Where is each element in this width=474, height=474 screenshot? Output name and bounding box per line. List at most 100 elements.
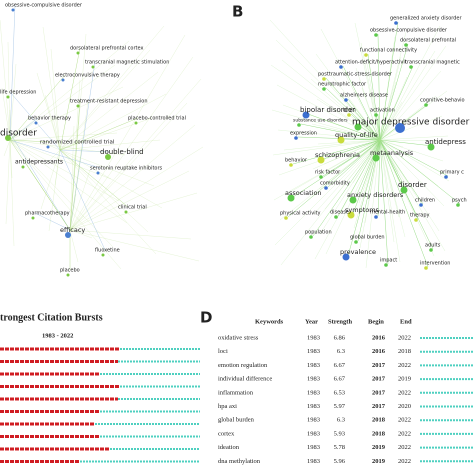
node <box>384 263 388 267</box>
edge <box>69 34 186 231</box>
node-label: life depression <box>0 90 36 96</box>
edge <box>320 28 381 141</box>
edge <box>9 139 120 202</box>
table-cell: 2017 <box>372 376 386 383</box>
edge <box>54 149 61 186</box>
edge <box>379 115 443 141</box>
node-label: dorsolateral prefrontal cortex <box>70 46 143 52</box>
table-cell: 5.78 <box>334 444 345 451</box>
node <box>347 211 355 219</box>
node <box>409 65 413 69</box>
edge <box>347 98 381 141</box>
node-label: global burden <box>350 235 385 241</box>
edge <box>69 229 192 240</box>
edge <box>379 76 408 141</box>
node <box>96 171 100 175</box>
edge <box>69 124 196 231</box>
node-label: behavior therapy <box>28 116 71 122</box>
edge <box>9 139 15 247</box>
node <box>354 240 358 244</box>
edge <box>379 139 446 252</box>
edge <box>379 139 439 187</box>
node-label: risk factor <box>315 170 341 176</box>
edge <box>360 42 381 141</box>
panel-letter: B <box>232 3 243 21</box>
edge <box>367 53 381 141</box>
edge <box>59 149 106 251</box>
edge <box>354 22 381 141</box>
edge <box>366 62 381 141</box>
table-cell: global burden <box>218 417 255 424</box>
node <box>134 121 138 125</box>
table-header: End <box>400 318 412 325</box>
edge <box>9 74 66 141</box>
edge <box>69 229 93 239</box>
edge <box>270 64 381 141</box>
node-label: prevalence <box>340 248 376 256</box>
table-cell: 5.97 <box>334 403 346 410</box>
edge <box>321 73 381 141</box>
edge <box>342 65 381 141</box>
node-label: transcranial magnetic stimulation <box>85 60 169 66</box>
edge <box>379 139 389 265</box>
node <box>319 175 323 179</box>
node-label: antidepress <box>425 138 466 146</box>
edge <box>59 49 151 151</box>
node-label: generalized anxiety disorder <box>390 16 462 22</box>
node-label: primary c <box>440 170 464 176</box>
table-cell: 2018 <box>372 430 386 437</box>
node-label: comorbidity <box>320 181 350 187</box>
node <box>284 216 288 220</box>
table-cell: 1983 <box>307 348 320 355</box>
node <box>34 121 38 125</box>
edge <box>44 94 61 151</box>
node-label: functional connectivity <box>360 48 417 54</box>
node <box>5 135 11 141</box>
node <box>31 216 35 220</box>
node <box>456 203 460 207</box>
node <box>322 77 326 81</box>
edge <box>1 87 11 141</box>
node-label: therapy <box>410 213 429 219</box>
node <box>324 186 328 190</box>
edge <box>9 139 51 143</box>
node <box>317 156 325 164</box>
table-cell: 2022 <box>398 417 411 424</box>
edge <box>377 139 381 217</box>
node-label: physical activity <box>280 211 321 217</box>
edge <box>314 139 381 260</box>
edge <box>59 71 159 151</box>
node <box>427 143 435 151</box>
edge <box>278 139 381 176</box>
node <box>65 232 71 238</box>
node <box>374 33 378 37</box>
edge <box>324 139 381 210</box>
edge <box>379 135 449 141</box>
node <box>76 104 80 108</box>
table-cell: 1983 <box>307 362 320 369</box>
node-label: alzheimers disease <box>340 93 388 99</box>
edge <box>59 149 157 255</box>
node-label: fluoxetine <box>95 248 120 254</box>
node-label: transcranial magnetic <box>405 60 460 66</box>
edge <box>9 139 114 248</box>
table-cell: 2022 <box>398 430 411 437</box>
edge <box>9 139 128 224</box>
edge <box>358 139 381 204</box>
edge <box>327 139 381 188</box>
node <box>424 103 428 107</box>
node <box>124 210 128 214</box>
edge <box>379 70 442 141</box>
table-cell: 2017 <box>372 362 386 369</box>
edge <box>59 93 167 151</box>
table-cell: dna methylation <box>218 458 261 465</box>
node <box>372 154 380 162</box>
table-cell: 1983 <box>307 444 320 451</box>
node <box>374 113 378 117</box>
edge <box>363 139 381 179</box>
edge <box>379 36 396 141</box>
edge <box>315 53 381 141</box>
edge <box>271 109 381 141</box>
edge <box>9 131 19 141</box>
table-cell: 2022 <box>398 334 411 341</box>
